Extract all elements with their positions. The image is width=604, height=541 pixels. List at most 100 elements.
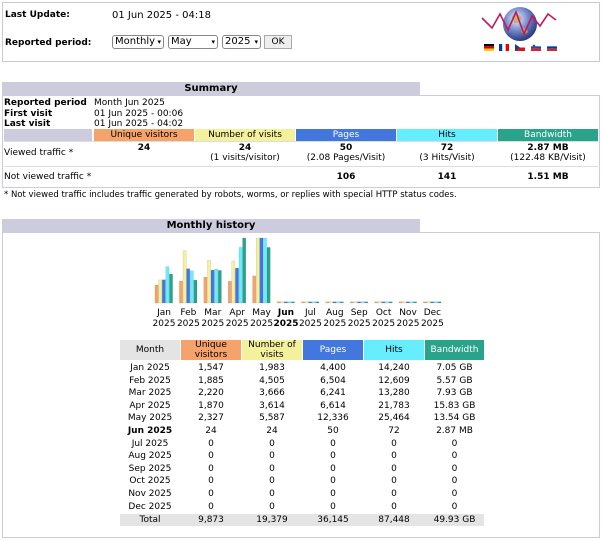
history-cell-bandwidth: 0 bbox=[451, 451, 458, 462]
bar-pages-jul bbox=[308, 301, 312, 304]
bar-bandwidth-aug bbox=[340, 301, 344, 304]
chevron-down-icon: ▾ bbox=[157, 38, 161, 46]
history-cell-visits: 1,983 bbox=[259, 363, 285, 373]
history-cell-unique: 0 bbox=[208, 476, 214, 487]
history-total-visits: 19,379 bbox=[256, 515, 288, 525]
history-cell-unique: 1,885 bbox=[198, 375, 224, 386]
last-visit-label: Last visit bbox=[4, 119, 51, 129]
bar-bandwidth-jul bbox=[315, 301, 320, 304]
bar-bandwidth-jan bbox=[169, 273, 173, 304]
history-cell-hits: 21,783 bbox=[378, 400, 410, 411]
history-cell-pages: 0 bbox=[330, 438, 336, 449]
bar-pages-feb bbox=[186, 268, 190, 304]
bar-pages-sep bbox=[357, 301, 361, 304]
history-cell-visits: 5,587 bbox=[259, 413, 285, 424]
x-tick-label: Sep bbox=[351, 308, 368, 318]
x-tick-label: Dec bbox=[424, 308, 441, 318]
history-total-row: Total 9,873 19,379 36,145 87,448 49.93 G… bbox=[120, 514, 484, 526]
viewed-visits-ratio: (1 visits/visitor) bbox=[210, 153, 280, 163]
summary-col-pages: Pages bbox=[296, 129, 396, 141]
table-row: Jul 2025 0 0 0 0 0 bbox=[120, 438, 484, 450]
summary-divider bbox=[4, 166, 598, 167]
summary-col-unique: Unique visitors bbox=[94, 129, 194, 141]
period-label: Reported period: bbox=[5, 38, 92, 48]
history-cell-unique: 24 bbox=[205, 426, 217, 436]
table-row: Feb 2025 1,885 4,505 6,504 12,609 5.57 GB bbox=[120, 375, 484, 387]
period-month-select[interactable]: May ▾ bbox=[168, 35, 218, 49]
ok-button[interactable]: OK bbox=[264, 35, 292, 49]
history-cell-visits: 0 bbox=[269, 438, 275, 449]
history-cell-hits: 72 bbox=[388, 426, 400, 436]
bar-bandwidth-apr bbox=[242, 237, 246, 304]
reported-period-label: Reported period bbox=[4, 98, 87, 108]
history-cell-hits: 0 bbox=[391, 489, 397, 499]
flag-ru-icon[interactable] bbox=[547, 44, 557, 51]
history-cell-bandwidth: 5.57 GB bbox=[436, 375, 473, 386]
viewed-pages-ratio: (2.08 Pages/Visit) bbox=[306, 153, 386, 163]
viewed-hits-ratio: (3 Hits/Visit) bbox=[419, 153, 475, 163]
history-cell-hits: 0 bbox=[391, 463, 397, 474]
history-cell-bandwidth: 2.87 MB bbox=[436, 426, 473, 436]
history-cell-hits: 0 bbox=[391, 476, 397, 487]
flag-de-icon[interactable] bbox=[484, 44, 494, 51]
history-cell-pages: 6,614 bbox=[320, 400, 346, 411]
history-cell-bandwidth: 13.54 GB bbox=[433, 413, 476, 424]
x-tick-year: 2025 bbox=[323, 319, 346, 329]
last-update-value: 01 Jun 2025 - 04:18 bbox=[112, 10, 211, 21]
x-tick-label: Jul bbox=[304, 308, 316, 318]
history-cell-bandwidth: 15.83 GB bbox=[433, 400, 476, 411]
history-cell-pages: 0 bbox=[330, 489, 336, 499]
history-cell-bandwidth: 0 bbox=[451, 489, 458, 499]
bar-pages-mar bbox=[210, 269, 215, 304]
history-total-bandwidth: 49.93 GB bbox=[433, 515, 476, 525]
x-tick-label: Nov bbox=[399, 308, 417, 318]
table-row: Apr 2025 1,870 3,614 6,614 21,783 15.83 GB bbox=[120, 400, 484, 412]
history-cell-unique: 0 bbox=[208, 438, 214, 449]
x-tick-year: 2025 bbox=[273, 319, 298, 329]
table-row: Jan 2025 1,547 1,983 4,400 14,240 7.05 GB bbox=[120, 362, 484, 374]
x-tick-label: Apr bbox=[229, 308, 245, 318]
bar-bandwidth-mar bbox=[218, 270, 222, 304]
summary-panel bbox=[2, 95, 600, 188]
flag-si-icon[interactable] bbox=[531, 44, 541, 51]
x-tick-year: 2025 bbox=[153, 319, 176, 329]
bar-visits-aug bbox=[329, 301, 333, 304]
history-cell-month: Aug 2025 bbox=[128, 451, 172, 462]
flag-fr-icon[interactable] bbox=[499, 44, 509, 51]
history-cell-month: Jul 2025 bbox=[131, 438, 169, 449]
bar-visits-nov bbox=[402, 301, 406, 304]
table-row: Mar 2025 2,220 3,666 6,241 13,280 7.93 GB bbox=[120, 387, 484, 399]
table-row: Sep 2025 0 0 0 0 0 bbox=[120, 463, 484, 475]
flag-cz-icon[interactable] bbox=[515, 44, 525, 51]
reported-period-value: Month Jun 2025 bbox=[94, 98, 165, 108]
bar-bandwidth-sep bbox=[364, 301, 368, 304]
period-year-select[interactable]: 2025 ▾ bbox=[222, 35, 261, 49]
summary-footnote: * Not viewed traffic includes traffic ge… bbox=[4, 190, 457, 200]
bar-unique-jun bbox=[276, 301, 281, 304]
bar-visits-oct bbox=[378, 301, 382, 304]
last-update-label: Last Update: bbox=[5, 10, 70, 20]
bar-unique-sep bbox=[350, 301, 354, 304]
history-cell-unique: 2,220 bbox=[198, 388, 224, 399]
history-total-hits: 87,448 bbox=[378, 515, 410, 525]
first-visit-label: First visit bbox=[4, 109, 53, 119]
history-cell-visits: 3,614 bbox=[259, 400, 285, 411]
history-cell-visits: 0 bbox=[269, 451, 275, 462]
summary-header-blank bbox=[4, 129, 92, 141]
history-col-month: Month bbox=[120, 340, 180, 360]
history-col-bandwidth: Bandwidth bbox=[425, 340, 484, 360]
table-row: Dec 2025 0 0 0 0 0 bbox=[120, 501, 484, 513]
summary-col-hits: Hits bbox=[397, 129, 497, 141]
bar-hits-jan bbox=[165, 266, 170, 304]
bar-pages-dec bbox=[430, 301, 434, 304]
bar-visits-apr bbox=[231, 260, 236, 304]
bar-pages-apr bbox=[235, 267, 239, 304]
bar-visits-jun bbox=[280, 301, 284, 304]
period-type-value: Monthly bbox=[115, 36, 156, 47]
history-total-pages: 36,145 bbox=[317, 515, 349, 525]
period-type-select[interactable]: Monthly ▾ bbox=[112, 35, 164, 49]
awstats-logo bbox=[481, 7, 557, 41]
bar-bandwidth-jun bbox=[291, 301, 295, 304]
bar-unique-mar bbox=[203, 277, 208, 304]
bar-bandwidth-nov bbox=[413, 301, 417, 304]
